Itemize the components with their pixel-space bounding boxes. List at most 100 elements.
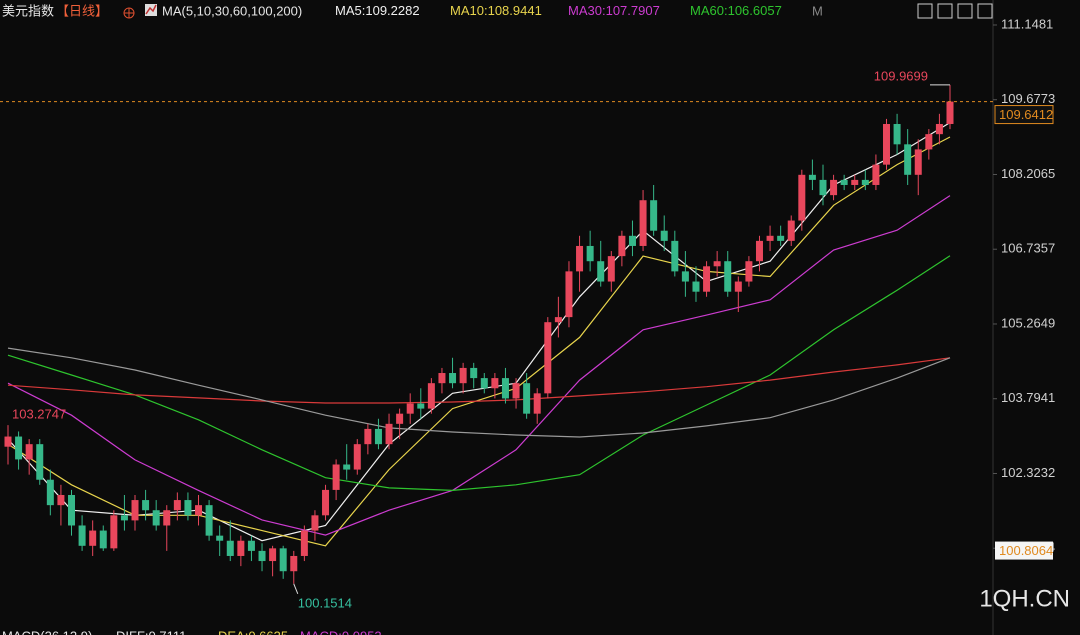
candle-body	[893, 123, 901, 145]
candle-body	[438, 373, 446, 384]
candle-body	[639, 200, 647, 246]
candle-body	[628, 235, 636, 246]
candle-body	[385, 423, 393, 445]
candle-body	[57, 494, 65, 506]
candle-body	[671, 240, 679, 272]
candle-body	[396, 413, 404, 424]
candle-body	[4, 436, 12, 447]
period[interactable]: 【日线】	[56, 3, 108, 18]
candle-body	[480, 378, 488, 389]
candle-body	[491, 378, 499, 389]
candle-body	[935, 123, 943, 135]
add-icon[interactable]	[123, 7, 135, 19]
candle-body	[914, 149, 922, 175]
candle-body	[766, 235, 774, 241]
last-price-box	[994, 105, 1054, 125]
high-annotation: 109.9699	[874, 68, 928, 83]
candle-body	[25, 444, 33, 460]
candle-body	[78, 525, 86, 546]
candle-body	[660, 230, 668, 241]
ma-line	[7, 195, 951, 536]
legend-name: MA5	[335, 3, 362, 18]
menu-letter[interactable]: M	[812, 3, 823, 18]
candle-body	[195, 505, 203, 516]
candle-body	[406, 403, 414, 414]
candle-body	[703, 266, 711, 292]
toolbar[interactable]	[917, 3, 993, 19]
candle-body	[576, 245, 584, 272]
candle-body	[565, 271, 573, 318]
candle-body	[364, 428, 372, 445]
candle-body	[279, 548, 287, 572]
candle-body	[184, 500, 192, 516]
candle-body	[650, 200, 658, 231]
legend-sep: :	[484, 3, 488, 18]
candle-body	[470, 367, 478, 379]
watermark: 1QH.CN	[979, 585, 1070, 612]
candle-body	[142, 500, 150, 511]
low-annotation: 100.1514	[298, 595, 352, 610]
legend-sep: :	[362, 3, 366, 18]
candle-body	[459, 367, 467, 384]
ma-line	[7, 357, 951, 404]
indicator-icon[interactable]	[145, 4, 157, 16]
candle-body	[417, 403, 425, 409]
candle-body	[851, 179, 859, 185]
legend-sep: :	[724, 3, 728, 18]
candle-body	[374, 428, 382, 445]
y-tick-label: 106.7357	[1001, 241, 1055, 256]
candle-body	[533, 393, 541, 414]
candle-body	[819, 179, 827, 196]
legend-value: 109.2282	[365, 3, 419, 18]
candle-body	[501, 378, 509, 399]
candle-body	[110, 515, 118, 549]
candle-body	[872, 164, 880, 185]
candle-body	[258, 550, 266, 562]
candle-body	[734, 281, 742, 292]
candle-body	[269, 548, 277, 562]
candle-body	[607, 256, 615, 282]
candle-body	[343, 464, 351, 470]
legend-name: MA60	[690, 3, 724, 18]
candle-body	[152, 510, 160, 526]
legend-value: 107.7907	[606, 3, 660, 18]
ma-line	[7, 255, 951, 492]
candle-body	[946, 101, 954, 124]
candle-body	[173, 500, 181, 511]
candle-body	[586, 245, 594, 262]
candle-body	[755, 240, 763, 262]
candle-body	[15, 436, 23, 460]
candle-body	[120, 515, 128, 521]
candle-body	[787, 220, 795, 241]
y-tick-label: 108.2065	[1001, 166, 1055, 181]
candle-body	[89, 530, 97, 546]
footer-text: MACD(26,12,9)	[2, 628, 92, 635]
candle-body	[544, 322, 552, 394]
candle-body	[311, 515, 319, 531]
candle-body	[713, 261, 721, 267]
y-tick-label: 111.1481	[1001, 16, 1053, 31]
chart-title: 美元指数	[2, 3, 54, 18]
candle-body	[925, 134, 933, 150]
candle-body	[554, 317, 562, 323]
legend: MA5:109.2282MA10:108.9441MA30:107.7907MA…	[335, 3, 782, 18]
legend-entry: MA5:109.2282	[335, 3, 420, 18]
last-price-label: 109.6412	[999, 107, 1053, 122]
footer-text: MACD:0.0952	[300, 628, 382, 635]
candle-body	[777, 235, 785, 241]
candle-body	[523, 383, 531, 414]
ma-line	[7, 347, 951, 438]
candle-body	[216, 535, 224, 541]
candle-body	[237, 540, 245, 556]
candle-body	[300, 530, 308, 556]
legend-entry: MA10:108.9441	[450, 3, 542, 18]
candle-body	[904, 144, 912, 175]
legend-entry: MA30:107.7907	[568, 3, 660, 18]
candle-body	[332, 464, 340, 490]
candle-body	[226, 540, 234, 556]
candle-body	[46, 479, 54, 506]
candle-body	[882, 123, 890, 165]
candle-body	[830, 179, 838, 196]
